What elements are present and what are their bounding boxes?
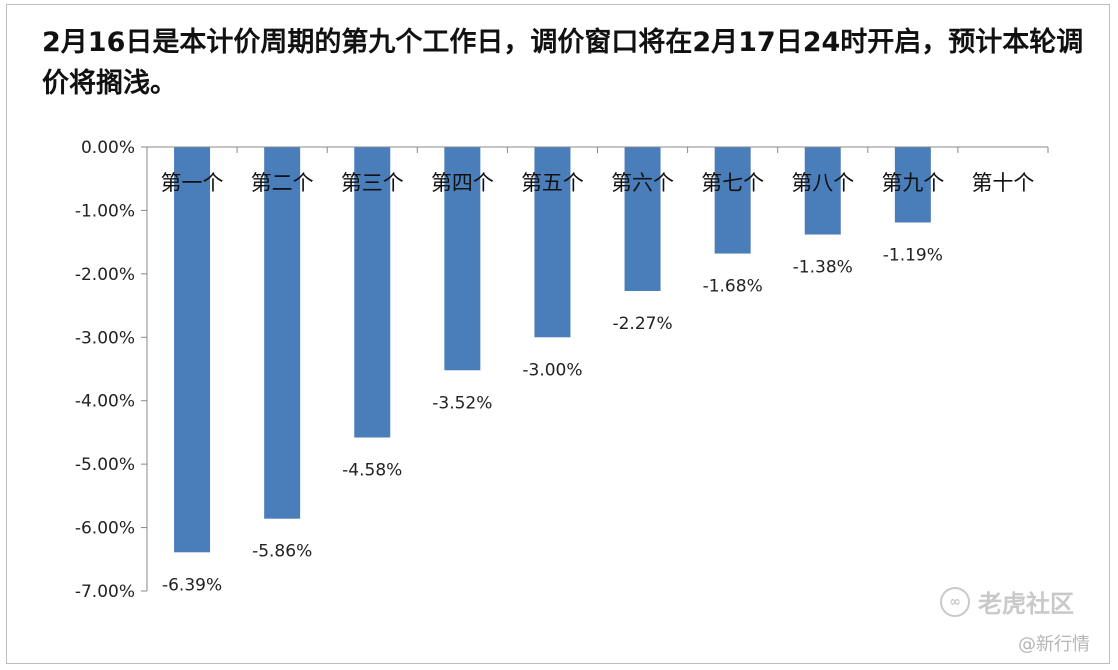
x-tick-label: 第九个	[881, 171, 944, 195]
data-label: -3.00%	[522, 360, 582, 380]
x-axis: 第一个 第二个 第三个 第四个 第五个 第六个 第七个 第八个 第九个 第十个	[146, 146, 1049, 195]
y-tick-label: -6.00%	[75, 519, 135, 539]
x-tick-label: 第七个	[701, 171, 764, 195]
bar	[354, 147, 391, 438]
x-tick-label: 第三个	[341, 171, 404, 195]
y-tick-label: -5.00%	[75, 455, 135, 475]
data-label: -4.58%	[342, 461, 402, 481]
source-label: @新行情	[1018, 634, 1090, 655]
bar	[174, 147, 211, 553]
watermark-text: 老虎社区	[978, 590, 1074, 618]
x-tick-label: 第六个	[611, 171, 674, 195]
bar	[624, 147, 661, 291]
bar	[714, 147, 751, 254]
y-tick-label: -7.00%	[75, 582, 135, 602]
bars	[174, 147, 931, 553]
x-tick-label: 第五个	[521, 171, 584, 195]
watermark: ∞ 老虎社区	[940, 584, 1074, 619]
x-tick-label: 第二个	[251, 171, 314, 195]
data-label: -1.38%	[793, 258, 853, 278]
y-tick-label: 0.00%	[81, 138, 135, 158]
chart-title: 2月16日是本计价周期的第九个工作日，调价窗口将在2月17日24时开启，预计本轮…	[42, 27, 1084, 99]
y-tick-label: -3.00%	[75, 328, 135, 348]
data-labels: -6.39% -5.86% -4.58% -3.52% -3.00% -2.27% -1.6…	[162, 245, 943, 595]
data-label: -1.68%	[703, 277, 763, 297]
bar	[894, 147, 931, 223]
y-axis: 0.00% -1.00% -2.00% -3.00% -4.00% -5.00% -6.00…	[75, 138, 148, 602]
x-tick-label: 第四个	[431, 171, 494, 195]
y-tick-label: -2.00%	[75, 265, 135, 285]
x-tick-label: 第八个	[791, 171, 854, 195]
x-tick-label: 第十个	[971, 171, 1034, 195]
bar	[534, 147, 571, 338]
data-label: -2.27%	[612, 314, 672, 334]
bar	[264, 147, 301, 519]
bar	[444, 147, 481, 371]
data-label: -6.39%	[162, 575, 222, 595]
y-tick-label: -4.00%	[75, 392, 135, 412]
chart-frame	[6, 4, 1110, 664]
data-label: -3.52%	[432, 393, 492, 413]
y-tick-label: -1.00%	[75, 201, 135, 221]
data-label: -1.19%	[883, 245, 943, 265]
bar	[804, 147, 841, 235]
tiger-logo-icon: ∞	[940, 586, 970, 617]
x-tick-label: 第一个	[161, 171, 224, 195]
data-label: -5.86%	[252, 542, 312, 562]
